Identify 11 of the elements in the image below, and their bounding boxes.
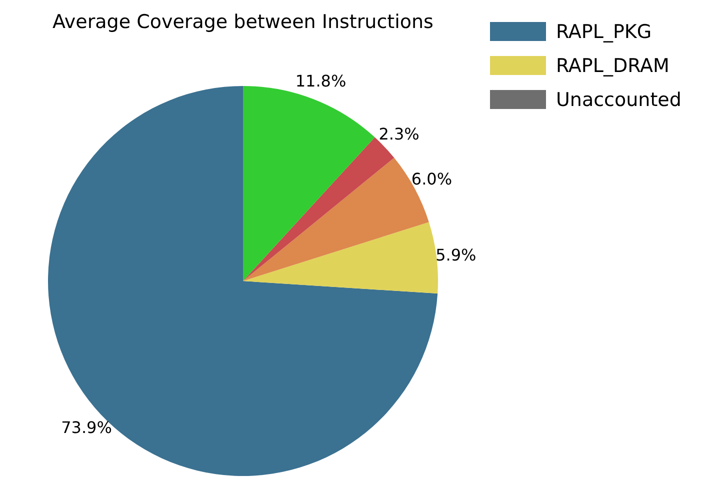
data-label: 6.0%: [411, 170, 452, 189]
data-label: 73.9%: [61, 418, 112, 438]
legend-label: RAPL_DRAM: [556, 55, 670, 77]
pie-slice: [243, 86, 375, 281]
data-label: 2.3%: [378, 124, 420, 144]
legend-label: Unaccounted: [556, 89, 682, 111]
chart-title: Average Coverage between Instructions: [52, 11, 434, 33]
pie-slice: [243, 222, 438, 294]
data-label: 11.8%: [295, 72, 346, 91]
legend-label: RAPL_PKG: [556, 21, 652, 43]
data-label: 5.9%: [436, 246, 476, 265]
